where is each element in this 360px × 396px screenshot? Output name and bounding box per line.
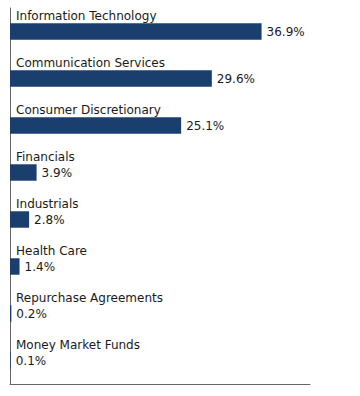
svg-text:Money Market Funds: Money Market Funds	[16, 338, 140, 352]
svg-text:25.1%: 25.1%	[186, 119, 224, 133]
svg-text:Financials: Financials	[16, 150, 75, 164]
svg-text:Communication Services: Communication Services	[16, 56, 165, 70]
svg-text:29.6%: 29.6%	[217, 72, 255, 86]
svg-text:Repurchase Agreements: Repurchase Agreements	[16, 291, 163, 305]
svg-text:36.9%: 36.9%	[267, 25, 305, 39]
svg-text:2.8%: 2.8%	[34, 213, 64, 227]
svg-text:Information Technology: Information Technology	[16, 9, 157, 23]
svg-text:Consumer Discretionary: Consumer Discretionary	[16, 103, 161, 117]
svg-text:3.9%: 3.9%	[42, 166, 72, 180]
svg-text:1.4%: 1.4%	[25, 260, 56, 274]
svg-text:Industrials: Industrials	[16, 197, 79, 211]
svg-text:0.1%: 0.1%	[16, 354, 47, 368]
svg-text:Health Care: Health Care	[16, 244, 87, 258]
svg-text:0.2%: 0.2%	[16, 307, 47, 321]
